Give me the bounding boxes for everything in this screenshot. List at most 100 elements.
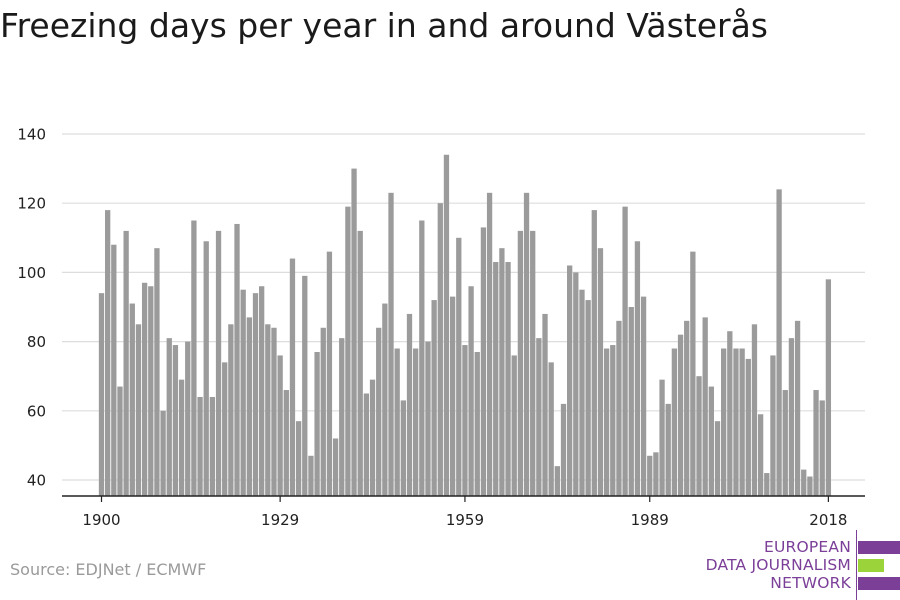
x-tick-label: 1959 <box>446 511 484 529</box>
bar-1975 <box>560 403 567 496</box>
bar-1996 <box>690 251 696 496</box>
chart-title: Freezing days per year in and around Väs… <box>0 6 768 45</box>
bar-1967 <box>511 355 517 496</box>
bar-2001 <box>721 348 727 496</box>
bar-1938 <box>332 438 339 496</box>
bar-1973 <box>548 362 554 496</box>
bar-1946 <box>382 303 388 496</box>
bar-1915 <box>191 220 197 496</box>
bar-1943 <box>363 393 370 496</box>
bar-1902 <box>111 244 117 496</box>
bar-1937 <box>326 251 333 496</box>
bar-1913 <box>178 379 185 496</box>
bar-1971 <box>536 338 542 496</box>
bar-1911 <box>166 338 172 496</box>
bar-1901 <box>105 210 111 496</box>
bar-2000 <box>714 421 721 496</box>
bar-1982 <box>603 348 610 496</box>
bar-1954 <box>431 300 437 496</box>
bar-2013 <box>794 320 801 496</box>
bar-2005 <box>745 358 751 496</box>
logo-text-line-2: DATA JOURNALISM <box>705 556 851 574</box>
bar-2015 <box>807 476 813 496</box>
axes: 40 60 80 100 120 140 1900 1929 1959 1989 2018 <box>17 126 865 529</box>
bar-1945 <box>376 327 382 496</box>
bar-1912 <box>172 345 179 496</box>
x-tick-label: 2018 <box>809 511 847 529</box>
bar-1951 <box>413 348 419 496</box>
bar-1985 <box>622 206 628 496</box>
bar-1921 <box>228 324 234 496</box>
bar-1944 <box>369 379 376 496</box>
bar-1906 <box>135 324 142 496</box>
bar-1927 <box>265 324 271 496</box>
bar-1990 <box>653 452 659 496</box>
bar-1979 <box>585 300 591 496</box>
bar-1948 <box>394 348 400 496</box>
bar-2010 <box>776 189 782 497</box>
bar-1964 <box>493 262 499 496</box>
bar-1950 <box>406 313 413 496</box>
bar-1930 <box>283 390 289 496</box>
bar-1931 <box>289 258 296 496</box>
bar-1988 <box>640 296 647 496</box>
bar-1935 <box>314 351 320 496</box>
x-tick-label: 1900 <box>82 511 120 529</box>
bar-2017 <box>819 400 825 496</box>
bar-chart: 40 60 80 100 120 140 1900 1929 1959 1989 2018 <box>17 126 865 529</box>
bar-1969 <box>523 192 530 496</box>
bar-1993 <box>671 348 678 496</box>
bar-1958 <box>456 237 462 497</box>
bar-1980 <box>591 210 597 496</box>
logo-text-line-3: NETWORK <box>770 574 851 592</box>
bars <box>98 154 832 497</box>
bar-1999 <box>708 386 714 496</box>
bar-1934 <box>308 455 314 496</box>
bar-1909 <box>154 248 160 496</box>
y-tick-label: 140 <box>17 126 46 144</box>
bar-1924 <box>246 317 252 496</box>
bar-1910 <box>160 410 166 496</box>
bar-1926 <box>259 286 265 496</box>
bar-1977 <box>573 272 579 496</box>
bar-1925 <box>252 293 259 496</box>
bar-1968 <box>517 230 524 496</box>
bar-1983 <box>610 345 616 496</box>
bar-1923 <box>240 289 246 496</box>
bar-1965 <box>499 248 505 496</box>
bar-2018 <box>825 279 832 496</box>
bar-1905 <box>129 303 135 496</box>
bar-1933 <box>302 275 308 496</box>
bar-1904 <box>123 230 129 496</box>
bar-1992 <box>665 403 671 496</box>
bar-1939 <box>339 338 345 496</box>
bar-1940 <box>345 206 351 496</box>
bar-1941 <box>351 168 357 496</box>
bar-1917 <box>203 241 209 496</box>
bar-1978 <box>579 289 585 496</box>
bar-1997 <box>696 376 702 496</box>
bar-1936 <box>320 327 326 496</box>
bar-2007 <box>757 414 764 496</box>
bar-1998 <box>702 317 708 496</box>
bar-1919 <box>215 230 222 496</box>
bar-2002 <box>727 331 733 496</box>
bar-2012 <box>788 338 795 496</box>
bar-2009 <box>770 355 776 496</box>
bar-1989 <box>647 455 653 496</box>
logo-bar-purple-top <box>858 541 900 554</box>
logo-text-line-1: EUROPEAN <box>763 538 851 556</box>
bar-1995 <box>684 320 690 496</box>
bar-1960 <box>468 286 474 496</box>
bar-1914 <box>185 341 191 496</box>
source-note: Source: EDJNet / ECMWF <box>10 560 207 579</box>
bar-1959 <box>462 345 468 496</box>
bar-1916 <box>197 396 203 496</box>
x-tick-label: 1989 <box>631 511 669 529</box>
bar-1929 <box>277 355 283 496</box>
bar-1907 <box>141 282 148 496</box>
bar-1991 <box>659 379 665 496</box>
edjnet-logo: EUROPEAN DATA JOURNALISM NETWORK <box>700 530 900 600</box>
bar-1984 <box>616 320 622 496</box>
logo-bar-purple-bottom <box>858 577 900 590</box>
